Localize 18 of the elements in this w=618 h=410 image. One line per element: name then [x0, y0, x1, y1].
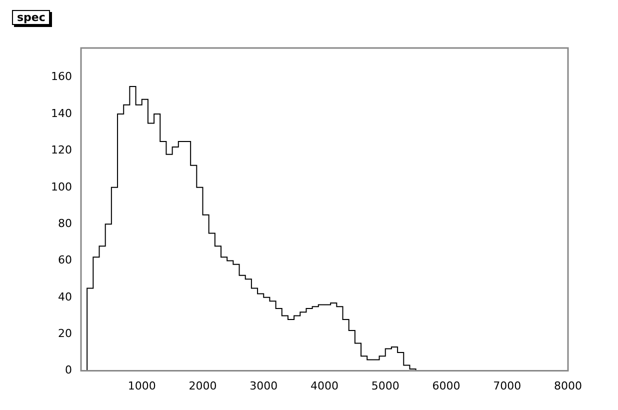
y-tick-label: 140	[50, 106, 72, 120]
x-tick-label: 1000	[128, 379, 156, 392]
y-tick-label: 100	[50, 180, 72, 194]
y-tick-label: 20	[58, 326, 72, 340]
x-tick-label: 2000	[188, 379, 217, 392]
y-tick-label: 40	[58, 290, 72, 304]
y-tick-label: 0	[64, 364, 72, 377]
chart-title: spec	[12, 10, 50, 25]
x-tick-label: 8000	[554, 379, 582, 392]
x-tick-label: 6000	[432, 379, 460, 392]
x-tick-label: 7000	[493, 379, 522, 392]
x-tick-label: 5000	[371, 379, 400, 392]
y-tick-label: 160	[50, 70, 72, 84]
y-tick-label: 60	[58, 254, 72, 267]
y-tick-label: 120	[50, 144, 72, 157]
y-tick-label: 80	[58, 216, 72, 230]
x-tick-label: 3000	[250, 379, 278, 392]
x-tick-label: 4000	[310, 379, 338, 392]
